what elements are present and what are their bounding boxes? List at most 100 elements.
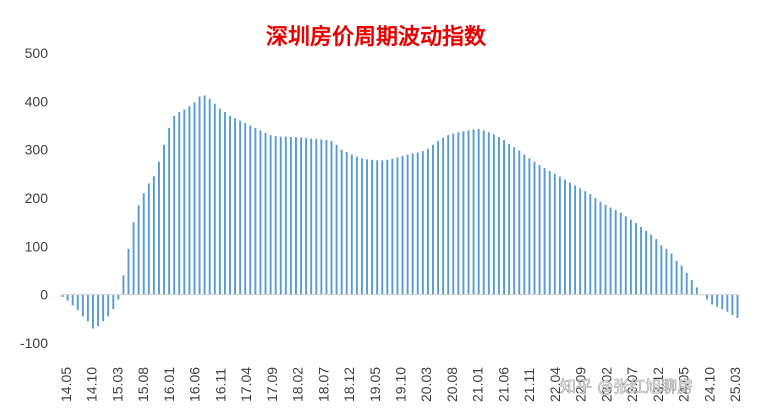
bar [421, 151, 424, 295]
x-tick-label: 20.08 [444, 367, 460, 402]
x-tick-label: 15.08 [135, 367, 151, 402]
bar [208, 98, 211, 295]
x-tick-label: 21.06 [495, 367, 511, 402]
bar [122, 275, 125, 295]
y-tick-label: 300 [25, 142, 49, 158]
bar [736, 294, 739, 318]
y-tick-label: 100 [25, 238, 49, 254]
bar [660, 245, 663, 295]
bar [548, 170, 551, 295]
bar [574, 185, 577, 295]
bar [599, 201, 602, 295]
bar [518, 150, 521, 295]
bar [406, 154, 409, 295]
bar [107, 294, 110, 317]
bar [665, 248, 668, 295]
bar [229, 115, 231, 295]
bar [584, 191, 587, 295]
bar [350, 154, 353, 295]
bar [452, 133, 455, 295]
y-tick-label: 500 [25, 45, 49, 61]
bar [416, 152, 419, 295]
bar [147, 183, 150, 295]
bar [325, 140, 328, 295]
bar [335, 144, 338, 295]
bar [112, 294, 115, 310]
bar [589, 194, 592, 295]
bar [386, 159, 389, 295]
bar [432, 144, 434, 295]
bar [137, 205, 140, 295]
x-tick-label: 17.09 [264, 367, 280, 402]
bar [300, 137, 303, 295]
bar [132, 222, 135, 295]
bar [497, 137, 500, 295]
bar [193, 102, 196, 295]
bar [426, 148, 429, 295]
bar [462, 131, 465, 295]
x-axis: 14.05 14.10 15.03 15.08 16.01 16.06 16.11 17.04… [58, 367, 743, 402]
bar [391, 158, 394, 295]
bar [543, 168, 546, 295]
bar [203, 95, 206, 295]
bar [284, 136, 287, 295]
bar [533, 161, 536, 295]
bar [173, 115, 176, 295]
bar [411, 153, 414, 295]
bar [330, 140, 333, 295]
bar [381, 160, 384, 295]
bar [264, 132, 267, 295]
bar [305, 138, 308, 295]
bar [508, 143, 511, 295]
bar [234, 118, 237, 295]
bar [92, 294, 94, 329]
x-tick-label: 18.07 [315, 367, 331, 402]
x-tick-label: 17.04 [238, 367, 254, 402]
bar [640, 227, 643, 295]
x-tick-label: 18.02 [290, 367, 306, 402]
bar [81, 294, 84, 317]
x-tick-label: 14.05 [58, 367, 74, 402]
bar [345, 152, 348, 295]
bar [635, 223, 637, 295]
x-tick-label: 21.01 [470, 367, 486, 402]
bar [371, 159, 374, 295]
bar [492, 134, 495, 295]
bar [650, 234, 653, 295]
bar [254, 127, 257, 295]
x-tick-label: 25.03 [727, 367, 743, 402]
bar [376, 160, 379, 295]
bar [609, 207, 612, 295]
bar [528, 158, 531, 295]
bar [670, 253, 673, 295]
bar [695, 287, 698, 295]
bar [355, 156, 358, 295]
bar [711, 294, 714, 305]
chart-title: 深圳房价周期波动指数 [266, 24, 487, 50]
bar [289, 137, 292, 295]
bar [619, 212, 622, 295]
bar [178, 111, 181, 295]
bar [401, 155, 404, 295]
bar [61, 294, 64, 298]
bar [340, 149, 343, 295]
bar [594, 198, 597, 295]
x-tick-label: 24.10 [701, 367, 717, 402]
bar [279, 136, 282, 295]
bar [685, 272, 688, 295]
x-tick-label: 20.03 [418, 367, 434, 402]
bar [213, 103, 216, 295]
bar [310, 138, 313, 295]
y-axis: 500 400 300 200 100 0 -100 [20, 45, 48, 351]
x-tick-label: 15.03 [110, 367, 126, 402]
bar [629, 219, 632, 295]
bar [482, 130, 485, 295]
x-tick-label: 14.10 [84, 367, 100, 402]
bar [157, 161, 160, 295]
bar [655, 239, 658, 295]
bar [731, 294, 734, 315]
bar [487, 132, 490, 295]
bar [513, 147, 516, 295]
bar [152, 176, 155, 295]
